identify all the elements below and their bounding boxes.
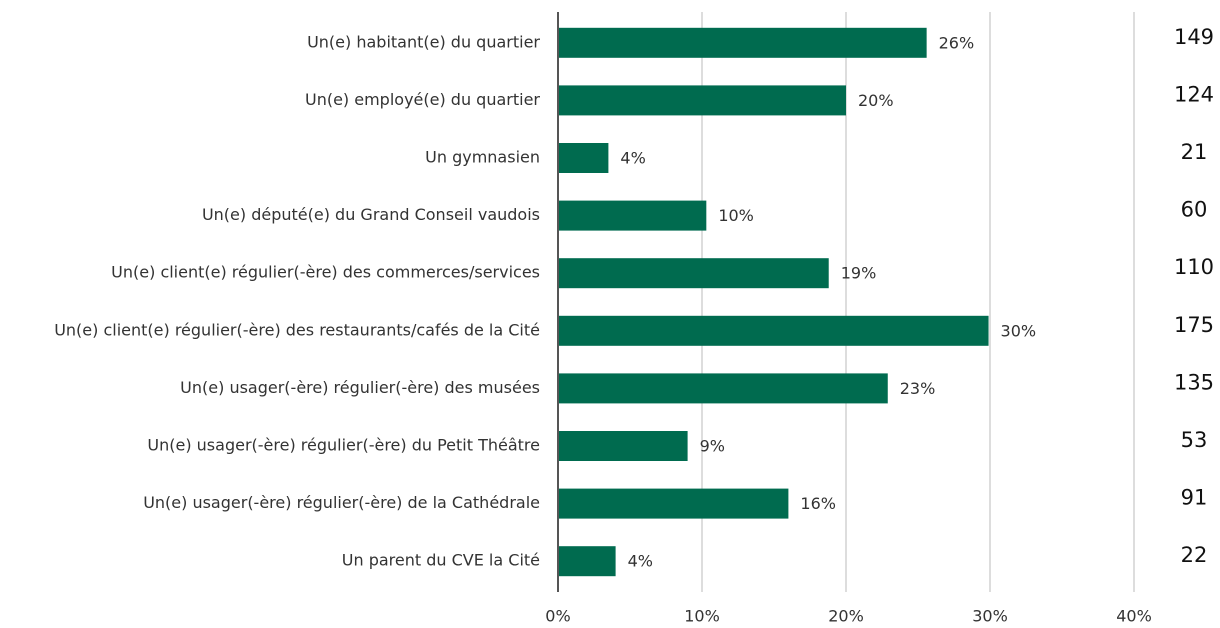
value-label: 19% (841, 264, 877, 283)
bar (558, 373, 888, 404)
bar (558, 488, 789, 519)
x-tick-label: 10% (684, 607, 720, 626)
category-label: Un(e) client(e) régulier(-ère) des resta… (54, 320, 540, 339)
bar (558, 85, 846, 116)
value-label: 16% (800, 494, 836, 513)
count: 124 (1174, 82, 1214, 106)
x-tick-label: 30% (972, 607, 1008, 626)
count: 175 (1174, 313, 1214, 337)
bar (558, 200, 707, 231)
bar (558, 258, 829, 289)
value-label: 9% (700, 437, 725, 456)
category-label: Un(e) habitant(e) du quartier (307, 32, 540, 51)
value-label: 26% (939, 33, 975, 52)
bar (558, 143, 609, 173)
count: 91 (1181, 486, 1208, 510)
category-label: Un(e) usager(-ère) régulier(-ère) du Pet… (147, 436, 540, 455)
value-label: 4% (628, 552, 653, 571)
x-tick-label: 20% (828, 607, 864, 626)
count: 149 (1174, 25, 1214, 49)
value-label: 20% (858, 91, 894, 110)
category-label: Un(e) usager(-ère) régulier(-ère) de la … (143, 493, 540, 512)
bar (558, 315, 989, 346)
category-label: Un(e) employé(e) du quartier (305, 90, 540, 109)
bar (558, 546, 616, 577)
count: 53 (1181, 428, 1208, 452)
x-tick-label: 0% (545, 607, 570, 626)
count: 22 (1181, 543, 1208, 567)
count: 135 (1174, 370, 1214, 394)
category-label: Un(e) usager(-ère) régulier(-ère) des mu… (180, 378, 540, 397)
count: 21 (1181, 140, 1208, 164)
bar (558, 27, 927, 58)
category-label: Un parent du CVE la Cité (342, 551, 540, 570)
value-label: 4% (620, 149, 645, 168)
value-label: 10% (718, 206, 754, 225)
count: 110 (1174, 255, 1214, 279)
category-label: Un(e) client(e) régulier(-ère) des comme… (111, 263, 540, 282)
category-label: Un gymnasien (425, 148, 540, 167)
bar (558, 431, 688, 461)
count: 60 (1181, 198, 1208, 222)
x-tick-label: 40% (1116, 607, 1152, 626)
category-label: Un(e) député(e) du Grand Conseil vaudois (202, 205, 540, 224)
value-label: 30% (1001, 321, 1037, 340)
value-label: 23% (900, 379, 936, 398)
